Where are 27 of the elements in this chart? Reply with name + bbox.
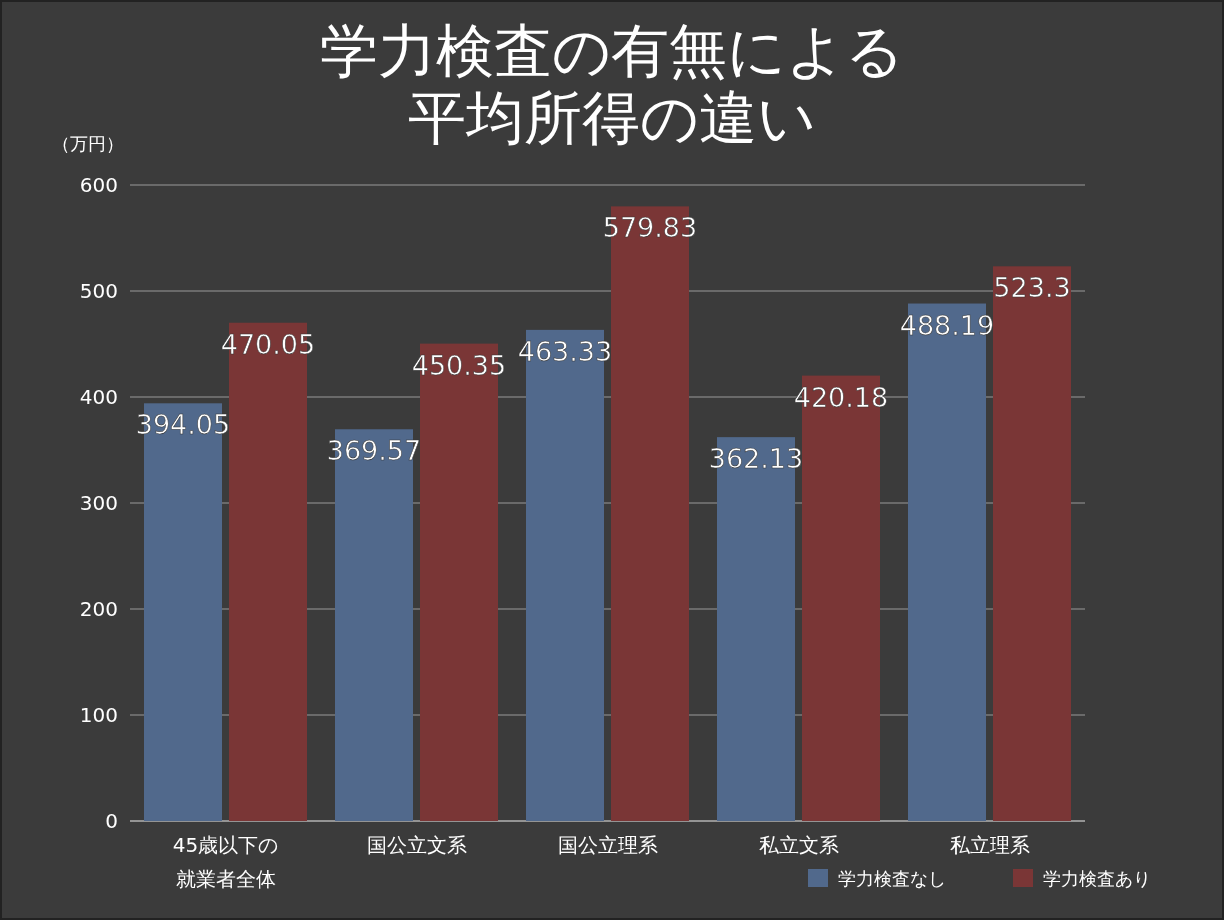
y-tick-label: 400 [79, 385, 118, 409]
y-tick-label: 300 [79, 491, 118, 515]
data-label: 420.18 [793, 381, 889, 413]
data-label: 470.05 [220, 328, 316, 360]
y-tick-label: 500 [79, 279, 118, 303]
data-label: 488.19 [899, 309, 995, 341]
legend-label: 学力検査あり [1043, 868, 1151, 889]
data-label: 394.05 [135, 409, 231, 441]
y-tick-label: 200 [79, 597, 118, 621]
data-label: 463.33 [517, 335, 613, 367]
data-label: 579.83 [602, 212, 698, 244]
x-tick-label: 国公立理系 [556, 832, 659, 859]
y-tick-label: 0 [105, 809, 118, 833]
data-label: 369.57 [326, 435, 422, 467]
y-axis-title: （万円） [52, 133, 124, 154]
y-tick-label: 600 [79, 173, 118, 197]
x-tick-label: 45歳以下の就業者全体 [171, 832, 280, 893]
legend-label: 学力検査なし [838, 868, 946, 889]
y-tick-label: 100 [79, 703, 118, 727]
data-label: 523.3 [993, 272, 1071, 304]
x-tick-label: 私立文系 [757, 832, 840, 859]
x-tick-label: 国公立文系 [365, 832, 468, 859]
x-tick-label: 私立理系 [948, 832, 1031, 859]
data-label: 362.13 [708, 443, 804, 475]
chart-title: 学力検査の有無による平均所得の違い [319, 17, 905, 152]
bar [993, 266, 1071, 821]
data-label: 450.35 [411, 349, 507, 381]
